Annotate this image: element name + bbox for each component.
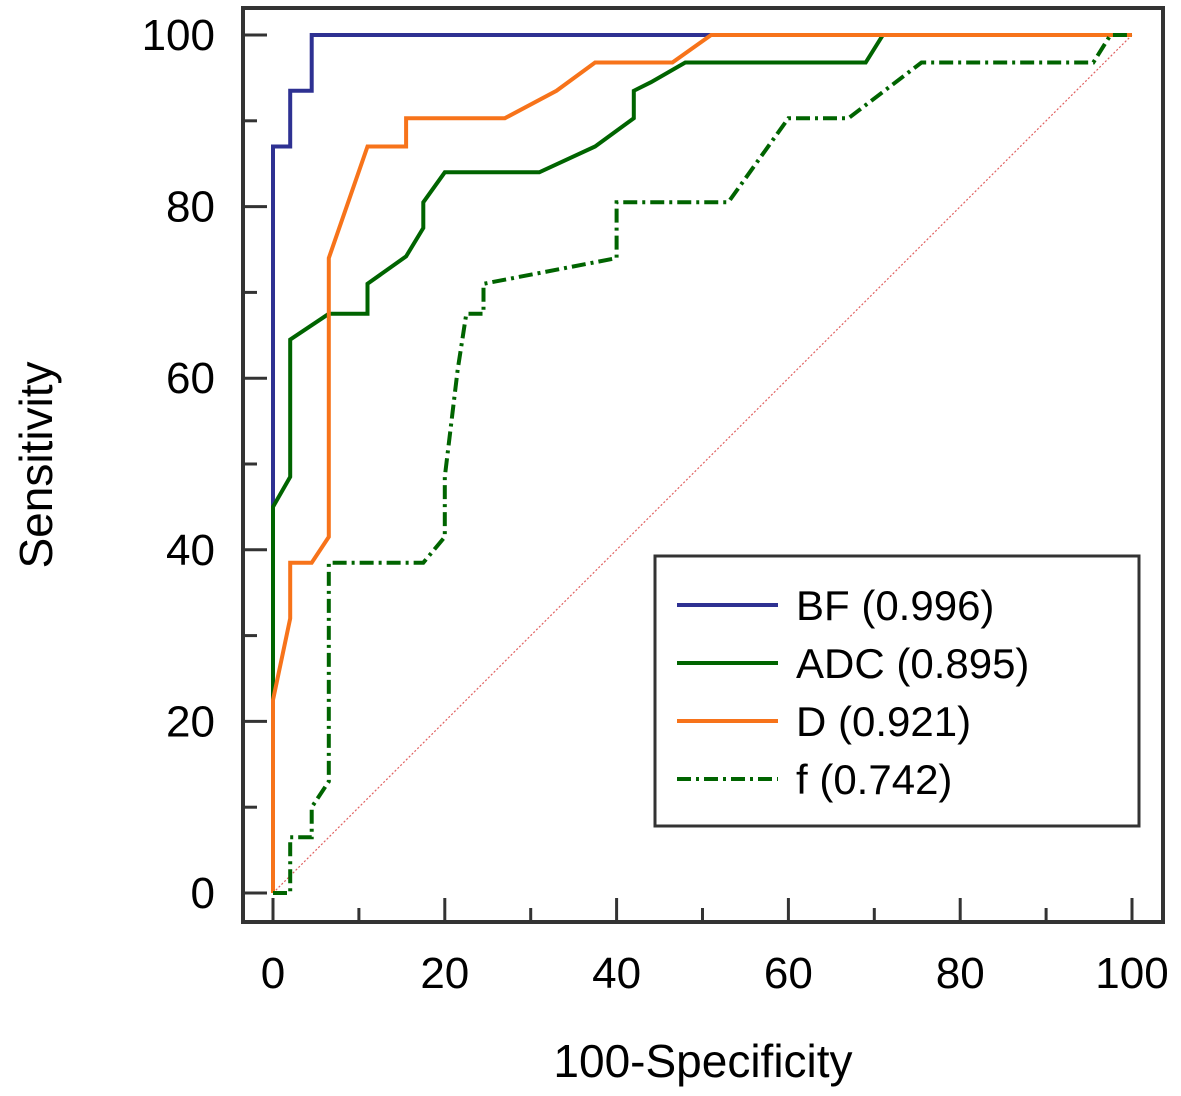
series-line-adc [271, 33, 1132, 893]
y-axis-ticks [243, 33, 267, 895]
x-axis-ticks [271, 898, 1134, 922]
series-line-f [273, 33, 1132, 895]
x-tick-label: 80 [936, 949, 985, 998]
series-line-d [271, 33, 1132, 893]
x-tick-label: 60 [764, 949, 813, 998]
legend-label-adc: ADC (0.895) [796, 640, 1029, 687]
y-axis-label: Sensitivity [10, 361, 62, 568]
x-axis-tick-labels: 0 20 40 60 80 100 [261, 949, 1169, 998]
legend: BF (0.996) ADC (0.895) D (0.921) f (0.742) [653, 554, 1141, 828]
y-tick-label: 100 [142, 11, 215, 60]
legend-items: BF (0.996) ADC (0.895) D (0.921) f (0.742) [677, 582, 1029, 803]
x-tick-label: 100 [1095, 949, 1168, 998]
y-axis-tick-labels: 0 20 40 60 80 100 [142, 11, 215, 918]
series-layer [271, 33, 1132, 895]
y-tick-label: 80 [166, 183, 215, 232]
y-tick-label: 40 [166, 526, 215, 575]
legend-label-bf: BF (0.996) [796, 582, 994, 629]
y-tick-label: 0 [191, 869, 215, 918]
legend-label-d: D (0.921) [796, 698, 971, 745]
x-axis-label: 100-Specificity [553, 1035, 852, 1087]
y-tick-label: 20 [166, 697, 215, 746]
x-tick-label: 0 [261, 949, 285, 998]
y-tick-label: 60 [166, 354, 215, 403]
x-tick-label: 20 [420, 949, 469, 998]
x-tick-label: 40 [592, 949, 641, 998]
legend-label-f: f (0.742) [796, 756, 952, 803]
series-line-bf [271, 33, 1132, 893]
